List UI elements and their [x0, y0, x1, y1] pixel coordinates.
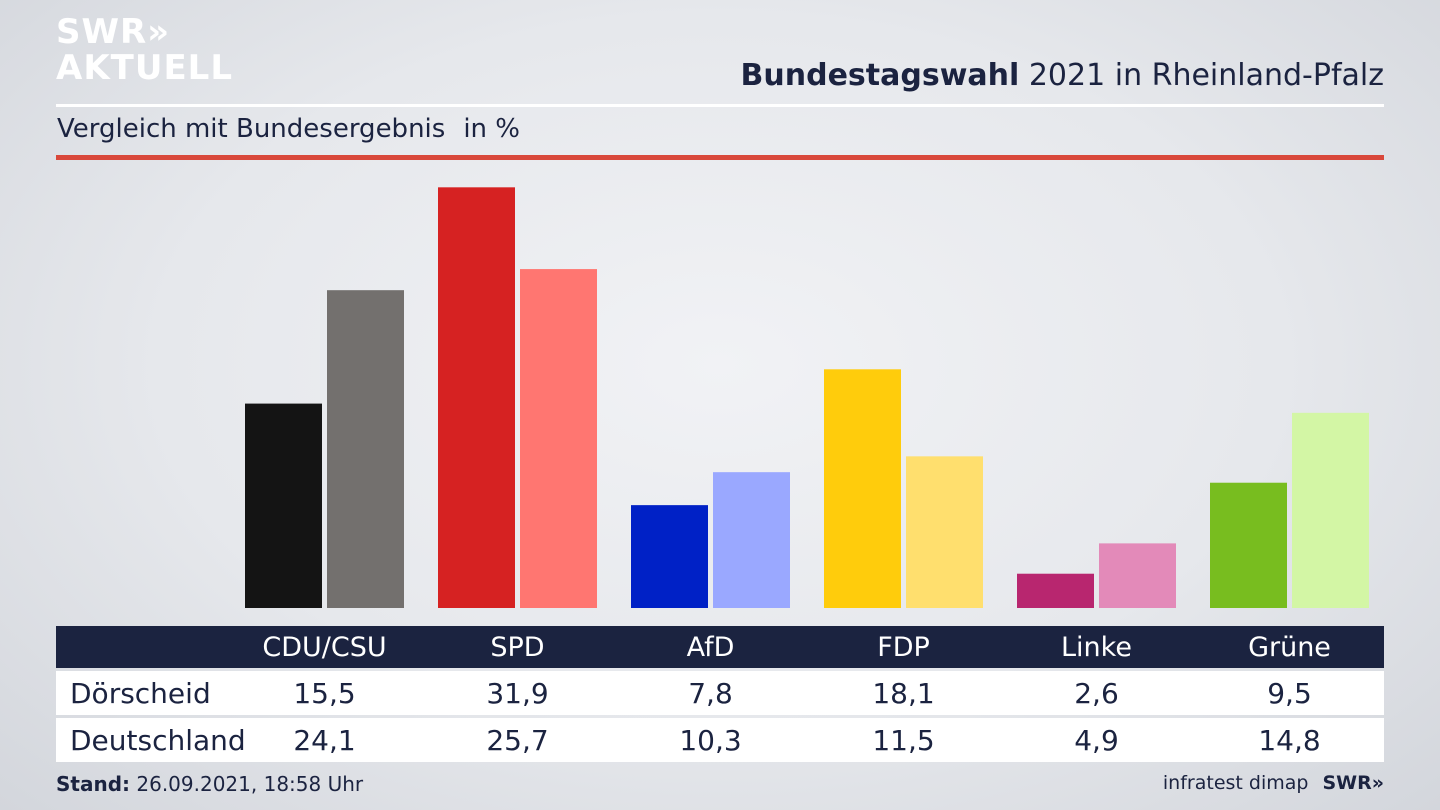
- swr-aktuell-logo: SWR» AKTUELL: [56, 14, 233, 86]
- logo-line-1: SWR»: [56, 12, 171, 52]
- category-label-3: FDP: [877, 631, 930, 663]
- bar-doerscheid-0: [245, 403, 322, 608]
- value-cell-deutschland-4: 4,9: [1074, 723, 1119, 757]
- bar-doerscheid-2: [631, 505, 708, 608]
- value-cell-deutschland-1: 25,7: [486, 723, 549, 757]
- table-row-deutschland: Deutschland 24,1 25,7 10,3 11,5 4,9 14,8: [56, 718, 1384, 762]
- value-cell-deutschland-2: 10,3: [679, 723, 742, 757]
- accent-divider: [56, 155, 1384, 160]
- timestamp: Stand: 26.09.2021, 18:58 Uhr: [56, 772, 363, 796]
- value-cell-deutschland-5: 14,8: [1258, 723, 1321, 757]
- swr-brand-mark: SWR»: [1322, 772, 1384, 794]
- title-bold: Bundestagswahl: [740, 58, 1020, 93]
- value-cell-doerscheid-3: 18,1: [872, 676, 935, 710]
- category-label-0: CDU/CSU: [262, 631, 387, 663]
- table-row-doerscheid: Dörscheid 15,5 31,9 7,8 18,1 2,6 9,5: [56, 671, 1384, 715]
- bar-deutschland-5: [1292, 412, 1369, 608]
- value-cell-doerscheid-0: 15,5: [293, 676, 356, 710]
- row-label-doerscheid: Dörscheid: [70, 676, 211, 710]
- bar-chart: [245, 187, 1369, 608]
- bar-deutschland-3: [906, 456, 983, 608]
- page-title: Bundestagswahl 2021 in Rheinland-Pfalz: [741, 58, 1384, 93]
- stand-label: Stand:: [56, 772, 131, 796]
- category-label-2: AfD: [686, 631, 735, 663]
- source-credit: infratest dimap SWR»: [1163, 772, 1384, 794]
- category-label-4: Linke: [1061, 631, 1132, 663]
- bar-deutschland-0: [327, 290, 404, 608]
- table-header-row: CDU/CSU SPD AfD FDP Linke Grüne: [56, 626, 1384, 668]
- bar-doerscheid-4: [1017, 573, 1094, 608]
- bar-deutschland-2: [713, 472, 790, 608]
- value-cell-doerscheid-2: 7,8: [688, 676, 733, 710]
- subtitle-text: Vergleich mit Bundesergebnis: [57, 114, 446, 144]
- header-divider: [56, 104, 1384, 107]
- bar-deutschland-1: [520, 269, 597, 608]
- results-table: CDU/CSU SPD AfD FDP Linke Grüne Dörscheid 15,…: [56, 626, 1384, 762]
- value-cell-doerscheid-1: 31,9: [486, 676, 549, 710]
- logo-line-2: AKTUELL: [56, 48, 234, 88]
- row-label-deutschland: Deutschland: [70, 723, 246, 757]
- value-cell-deutschland-0: 24,1: [293, 723, 356, 757]
- title-rest: 2021 in Rheinland-Pfalz: [1019, 58, 1384, 93]
- stand-value: 26.09.2021, 18:58 Uhr: [130, 772, 364, 796]
- chart-subtitle: Vergleich mit Bundesergebnis in %: [57, 114, 520, 144]
- value-cell-deutschland-3: 11,5: [872, 723, 935, 757]
- category-label-1: SPD: [490, 631, 545, 663]
- source-label: infratest dimap: [1162, 772, 1309, 794]
- bar-doerscheid-5: [1210, 482, 1287, 608]
- subtitle-unit: in %: [463, 114, 520, 144]
- bar-doerscheid-1: [438, 187, 515, 608]
- category-label-5: Grüne: [1248, 631, 1331, 663]
- bar-deutschland-4: [1099, 543, 1176, 608]
- value-cell-doerscheid-5: 9,5: [1267, 676, 1312, 710]
- bar-doerscheid-3: [824, 369, 901, 608]
- value-cell-doerscheid-4: 2,6: [1074, 676, 1119, 710]
